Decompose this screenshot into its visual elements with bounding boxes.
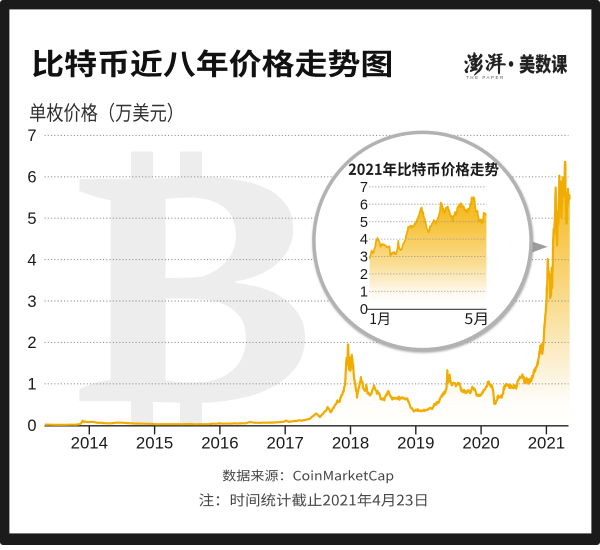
svg-text:4: 4 xyxy=(27,251,36,269)
svg-text:3: 3 xyxy=(27,293,36,311)
svg-text:2: 2 xyxy=(360,267,368,283)
svg-text:7: 7 xyxy=(360,180,368,196)
svg-text:5: 5 xyxy=(360,215,368,231)
svg-text:1: 1 xyxy=(360,285,368,301)
svg-text:2014: 2014 xyxy=(71,434,108,453)
svg-text:2016: 2016 xyxy=(201,434,238,453)
svg-text:1: 1 xyxy=(27,376,36,394)
svg-text:THE PAPER: THE PAPER xyxy=(466,75,505,80)
svg-text:2019: 2019 xyxy=(397,434,434,453)
svg-text:2017: 2017 xyxy=(267,434,304,453)
svg-text:2: 2 xyxy=(27,334,36,352)
svg-text:6: 6 xyxy=(360,197,368,213)
svg-text:5: 5 xyxy=(27,210,36,228)
svg-text:2018: 2018 xyxy=(332,434,369,453)
svg-text:3: 3 xyxy=(360,250,368,266)
svg-text:6: 6 xyxy=(27,169,36,187)
svg-text:2015: 2015 xyxy=(136,434,173,453)
svg-text:0: 0 xyxy=(27,417,36,435)
svg-text:4: 4 xyxy=(360,232,368,248)
svg-text:7: 7 xyxy=(27,127,36,145)
svg-text:0: 0 xyxy=(360,302,368,318)
svg-text:2020: 2020 xyxy=(462,434,499,453)
svg-text:2021: 2021 xyxy=(528,434,565,453)
